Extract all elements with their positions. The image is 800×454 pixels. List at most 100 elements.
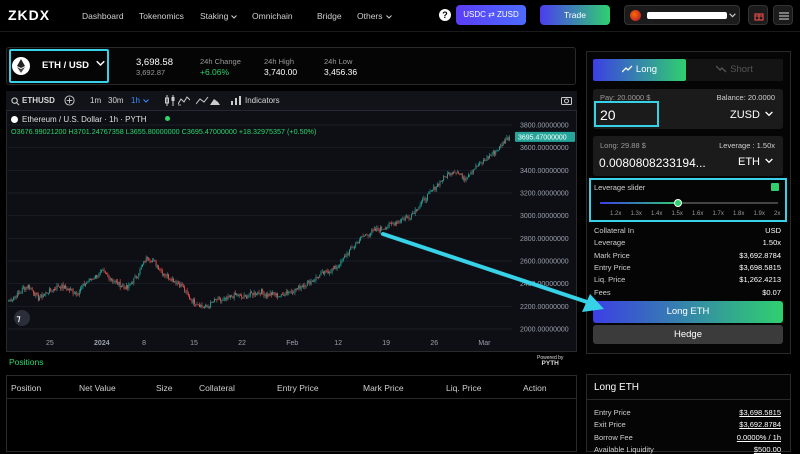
candle-body <box>62 284 64 289</box>
symbol-search[interactable]: ETHUSD <box>22 96 55 105</box>
detail-value: $1,262.4213 <box>739 275 781 285</box>
pair-selector[interactable] <box>9 49 109 83</box>
candle-body <box>358 240 360 244</box>
candle-style-icon[interactable] <box>164 95 176 106</box>
candle-body <box>295 288 297 290</box>
candle-body <box>151 260 153 263</box>
tradingview-logo[interactable] <box>14 310 30 326</box>
add-compare-icon[interactable] <box>64 95 75 106</box>
candle-body <box>290 291 292 293</box>
usdc-zusd-swap-button[interactable]: USDC ⇄ ZUSD <box>456 5 526 25</box>
candle-body <box>91 279 93 280</box>
candle-body <box>75 292 76 294</box>
pay-amount-input[interactable]: 20 <box>600 107 616 123</box>
search-icon[interactable] <box>11 97 20 106</box>
candle-body <box>86 282 88 284</box>
candle-body <box>41 294 43 298</box>
nav-link-others[interactable]: Others <box>357 11 392 21</box>
candle-body <box>304 285 306 287</box>
candle-body <box>429 191 431 193</box>
settings-button[interactable] <box>748 5 768 25</box>
candle-body <box>51 290 53 292</box>
interval-1h[interactable]: 1h <box>131 96 149 105</box>
detail-label: Entry Price <box>594 408 631 417</box>
candle-body <box>34 293 36 296</box>
candle-body <box>28 285 29 288</box>
price-chart[interactable]: 3800.00000000 3600.00000000 3400.00000000 3… <box>6 111 577 352</box>
long-amount-input[interactable]: 0.0080808233194... <box>599 156 706 170</box>
detail-value: 1.50x <box>762 238 781 248</box>
candle-body <box>414 209 416 214</box>
camera-icon[interactable] <box>561 96 572 105</box>
long-field <box>593 136 783 176</box>
interval-1m[interactable]: 1m <box>90 96 102 105</box>
tab-short[interactable]: Short <box>686 59 783 81</box>
candle-body <box>413 213 415 214</box>
nav-link-dashboard[interactable]: Dashboard <box>82 11 124 21</box>
pay-token-select[interactable]: ZUSD <box>730 109 773 121</box>
candle-body <box>315 276 317 281</box>
detail-value: $3,698.5815 <box>739 262 781 272</box>
ticker-price: 3,698.58 <box>136 57 173 68</box>
y-tick-label: 2000.00000000 <box>520 327 569 334</box>
candle-body <box>61 284 63 289</box>
hedge-button[interactable]: Hedge <box>593 325 783 344</box>
ticker-high-label: 24h High <box>264 57 295 66</box>
leverage-slider-track[interactable] <box>600 202 778 204</box>
nav-link-tokenomics[interactable]: Tokenomics <box>139 11 184 21</box>
candle-body <box>346 253 348 257</box>
long-token-select[interactable]: ETH <box>738 156 773 168</box>
candle-body <box>438 183 440 186</box>
candle-body <box>177 282 179 284</box>
candle-body <box>314 280 316 282</box>
candle-body <box>114 281 116 282</box>
candle-body <box>189 295 191 300</box>
candle-body <box>503 141 505 143</box>
leverage-slider-handle[interactable] <box>674 199 682 207</box>
nav-link-staking[interactable]: Staking <box>200 11 238 21</box>
tab-long[interactable]: Long <box>593 59 686 81</box>
chart-type-icon[interactable] <box>196 95 220 106</box>
tab-short-label: Short <box>730 64 753 75</box>
candle-body <box>366 234 368 236</box>
candle-body <box>163 273 164 275</box>
indicators-button[interactable]: Indicators <box>245 96 280 105</box>
candle-body <box>155 261 157 267</box>
candle-body <box>147 257 148 259</box>
candle-body <box>345 256 347 258</box>
x-tick-label: 22 <box>238 340 246 347</box>
long-eth-button[interactable]: Long ETH <box>593 301 783 323</box>
candle-body <box>321 271 323 273</box>
tab-positions[interactable]: Positions <box>9 357 44 367</box>
pyth-logo-text: PYTH <box>541 360 559 367</box>
candle-body <box>56 285 58 290</box>
nav-link-bridge[interactable]: Bridge <box>317 11 342 21</box>
help-button[interactable]: ? <box>439 9 451 21</box>
candle-body <box>406 216 407 218</box>
leverage-tick-label: 1.9x <box>753 211 765 217</box>
indicator-templates-icon[interactable]: fx <box>178 95 190 106</box>
candle-body <box>320 272 322 275</box>
candle-body <box>377 228 379 231</box>
interval-30m[interactable]: 30m <box>108 96 124 105</box>
detail-value: $500.00 <box>753 444 781 454</box>
candle-body <box>253 292 255 296</box>
candle-body <box>325 270 327 272</box>
candle-body <box>469 174 471 176</box>
trade-button[interactable]: Trade <box>540 5 610 25</box>
leverage-slider-checkbox[interactable] <box>771 183 779 191</box>
menu-button[interactable] <box>773 5 793 25</box>
candle-body <box>433 186 435 190</box>
candle-body <box>134 275 136 279</box>
leverage-slider-section <box>589 178 787 222</box>
candle-body <box>181 283 183 287</box>
candle-body <box>506 137 508 141</box>
candle-body <box>60 286 62 289</box>
zkdx-logo[interactable]: ZKDX <box>8 7 51 23</box>
detail-label: Exit Price <box>594 420 626 430</box>
candle-body <box>489 155 490 158</box>
candle-body <box>176 282 178 284</box>
nav-link-omnichain[interactable]: Omnichain <box>252 11 293 21</box>
wallet-account-button[interactable] <box>624 5 740 25</box>
candle-body <box>308 280 310 282</box>
